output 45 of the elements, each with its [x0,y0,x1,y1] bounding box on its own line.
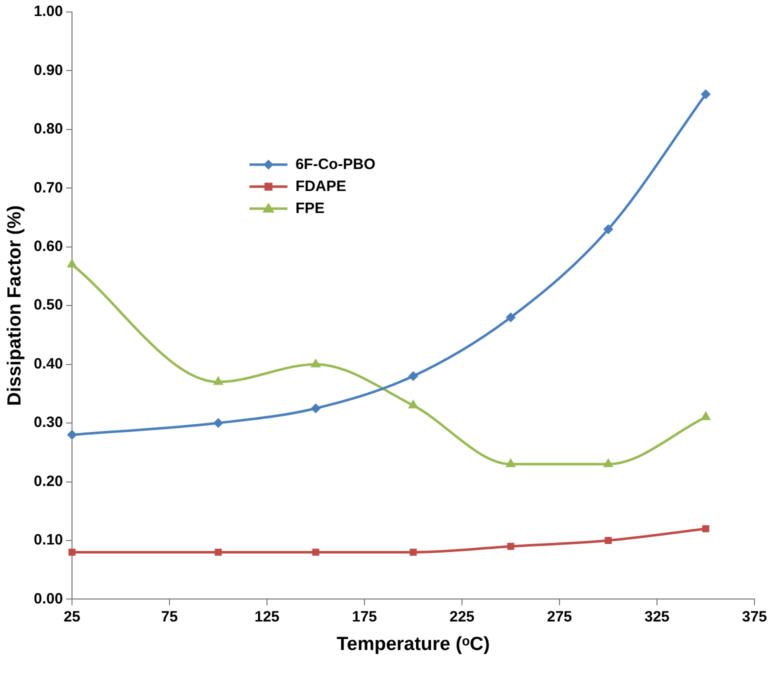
y-tick-label: 0.90 [34,62,63,79]
y-tick-label: 0.10 [34,532,63,549]
x-tick-label: 325 [644,608,670,626]
point [214,548,222,556]
legend-label: FPE [295,200,325,217]
point [506,312,516,322]
y-tick-label: 0.40 [34,355,63,372]
point [506,458,516,468]
x-tick-label: 275 [546,608,572,626]
legend-label: FDAPE [295,178,346,195]
point [408,399,418,408]
y-tick-label: 0.30 [34,414,63,432]
x-tick-label: 225 [449,608,475,626]
point [66,258,78,268]
point [310,403,321,414]
legend-label: 6F-Co-PBO [295,156,376,173]
point [604,536,612,544]
point [410,548,417,556]
y-tick-label: 0.60 [34,238,63,256]
x-axis-title: Temperature (ᵒC) [336,634,490,655]
point [603,224,614,234]
x-tick-label: 125 [254,608,280,626]
point [702,525,710,532]
point [507,542,514,550]
point [408,371,418,382]
y-tick-label: 0.00 [34,590,63,608]
point [700,411,711,420]
point [66,430,77,440]
point [68,548,76,556]
point [603,458,614,468]
point [310,358,321,368]
y-tick-label: 0.50 [34,296,63,314]
y-tick-label: 1.00 [34,3,63,20]
y-tick-label: 0.80 [34,120,63,138]
y-tick-label: 0.70 [34,179,63,196]
x-tick-label: 25 [64,608,80,626]
x-tick-label: 375 [742,608,767,626]
point [213,376,224,385]
x-tick-label: 175 [352,608,378,626]
x-tick-label: 75 [161,608,178,626]
point [312,548,320,556]
point [700,89,711,100]
y-axis-title: Dissipation Factor (%) [4,205,26,406]
y-tick-label: 0.20 [34,472,63,490]
point [213,418,224,428]
